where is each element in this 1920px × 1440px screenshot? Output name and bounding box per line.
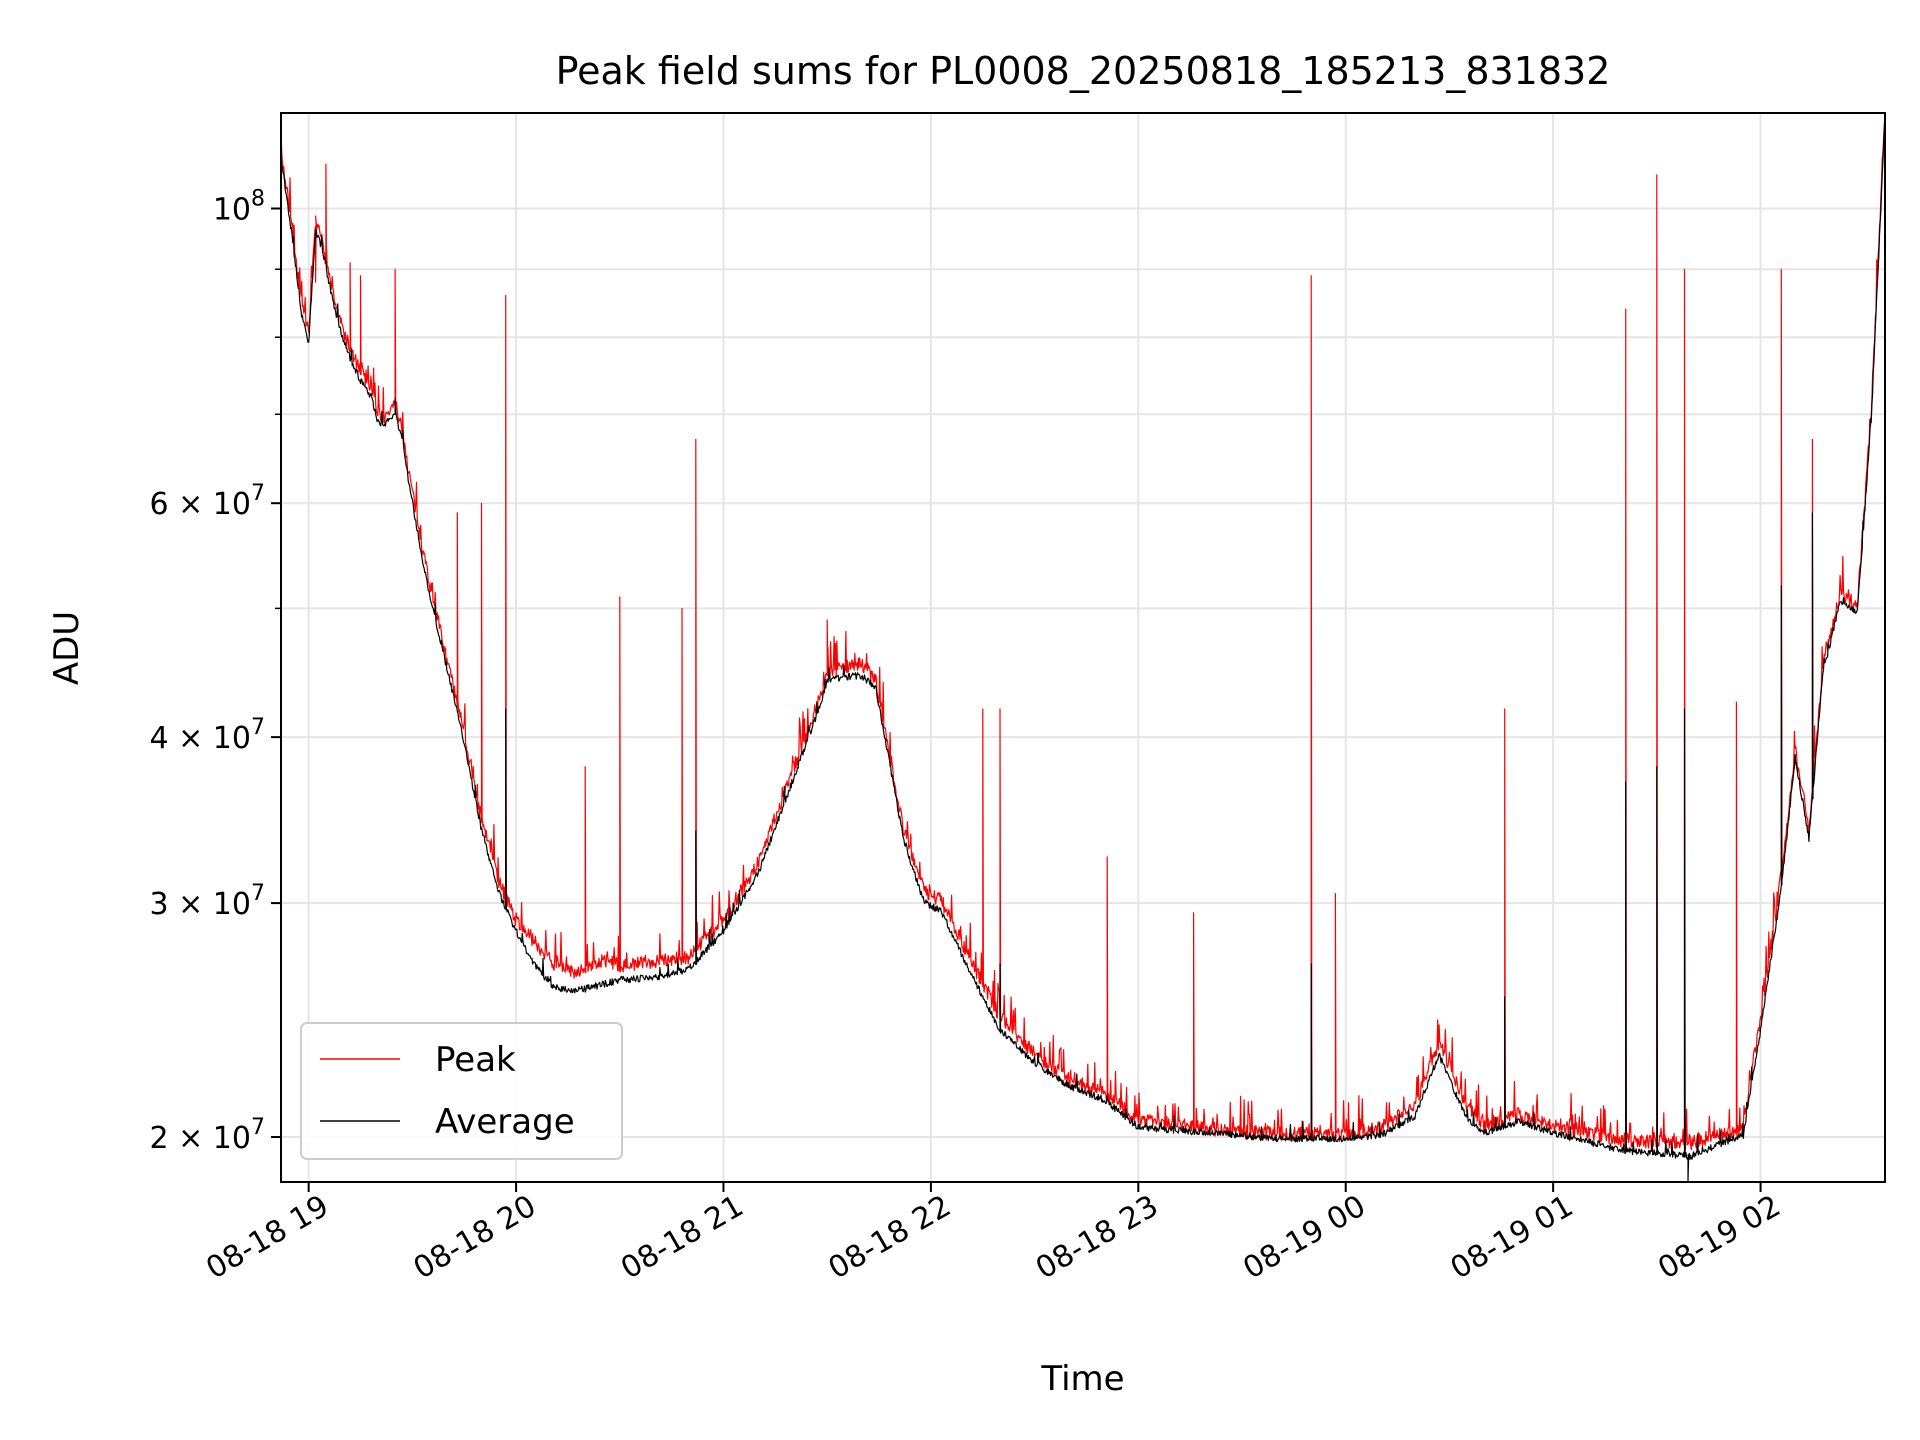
y-axis: 2 × 107 3 × 107 4 × 107 6 × 107 108: [150, 186, 281, 1156]
x-tick-label: 08-18 22: [823, 1189, 957, 1287]
y-tick-label: 2 × 107: [150, 1115, 265, 1156]
x-tick-label: 08-19 01: [1445, 1189, 1579, 1287]
x-tick-label: 08-18 20: [408, 1189, 542, 1287]
x-tick-label: 08-18 19: [200, 1189, 334, 1287]
legend: Peak Average: [300, 1022, 623, 1160]
y-tick-label: 3 × 107: [150, 881, 265, 922]
x-tick-label: 08-19 02: [1652, 1189, 1786, 1287]
legend-peak-label: Peak: [435, 1040, 516, 1080]
series-layer: [281, 113, 1885, 1182]
plot-area-frame: [280, 112, 1886, 1183]
x-tick-label: 08-18 23: [1030, 1189, 1164, 1287]
x-axis-label: Time: [1040, 1359, 1124, 1399]
chart-title: Peak field sums for PL0008_20250818_1852…: [556, 49, 1611, 93]
x-tick-label: 08-18 21: [615, 1189, 749, 1287]
y-tick-label: 6 × 107: [150, 481, 265, 522]
y-axis-label: ADU: [47, 611, 87, 685]
y-tick-label: 108: [213, 186, 265, 227]
x-tick-label: 08-19 00: [1237, 1189, 1371, 1287]
legend-average-label: Average: [435, 1102, 575, 1142]
series-line-average: [281, 115, 1885, 1182]
series-line-peak: [281, 113, 1885, 1151]
x-axis: 08-18 19 08-18 20 08-18 21 08-18 22 08-18 23…: [200, 1182, 1787, 1287]
grid: [281, 113, 1885, 1182]
y-tick-label: 4 × 107: [150, 715, 265, 756]
